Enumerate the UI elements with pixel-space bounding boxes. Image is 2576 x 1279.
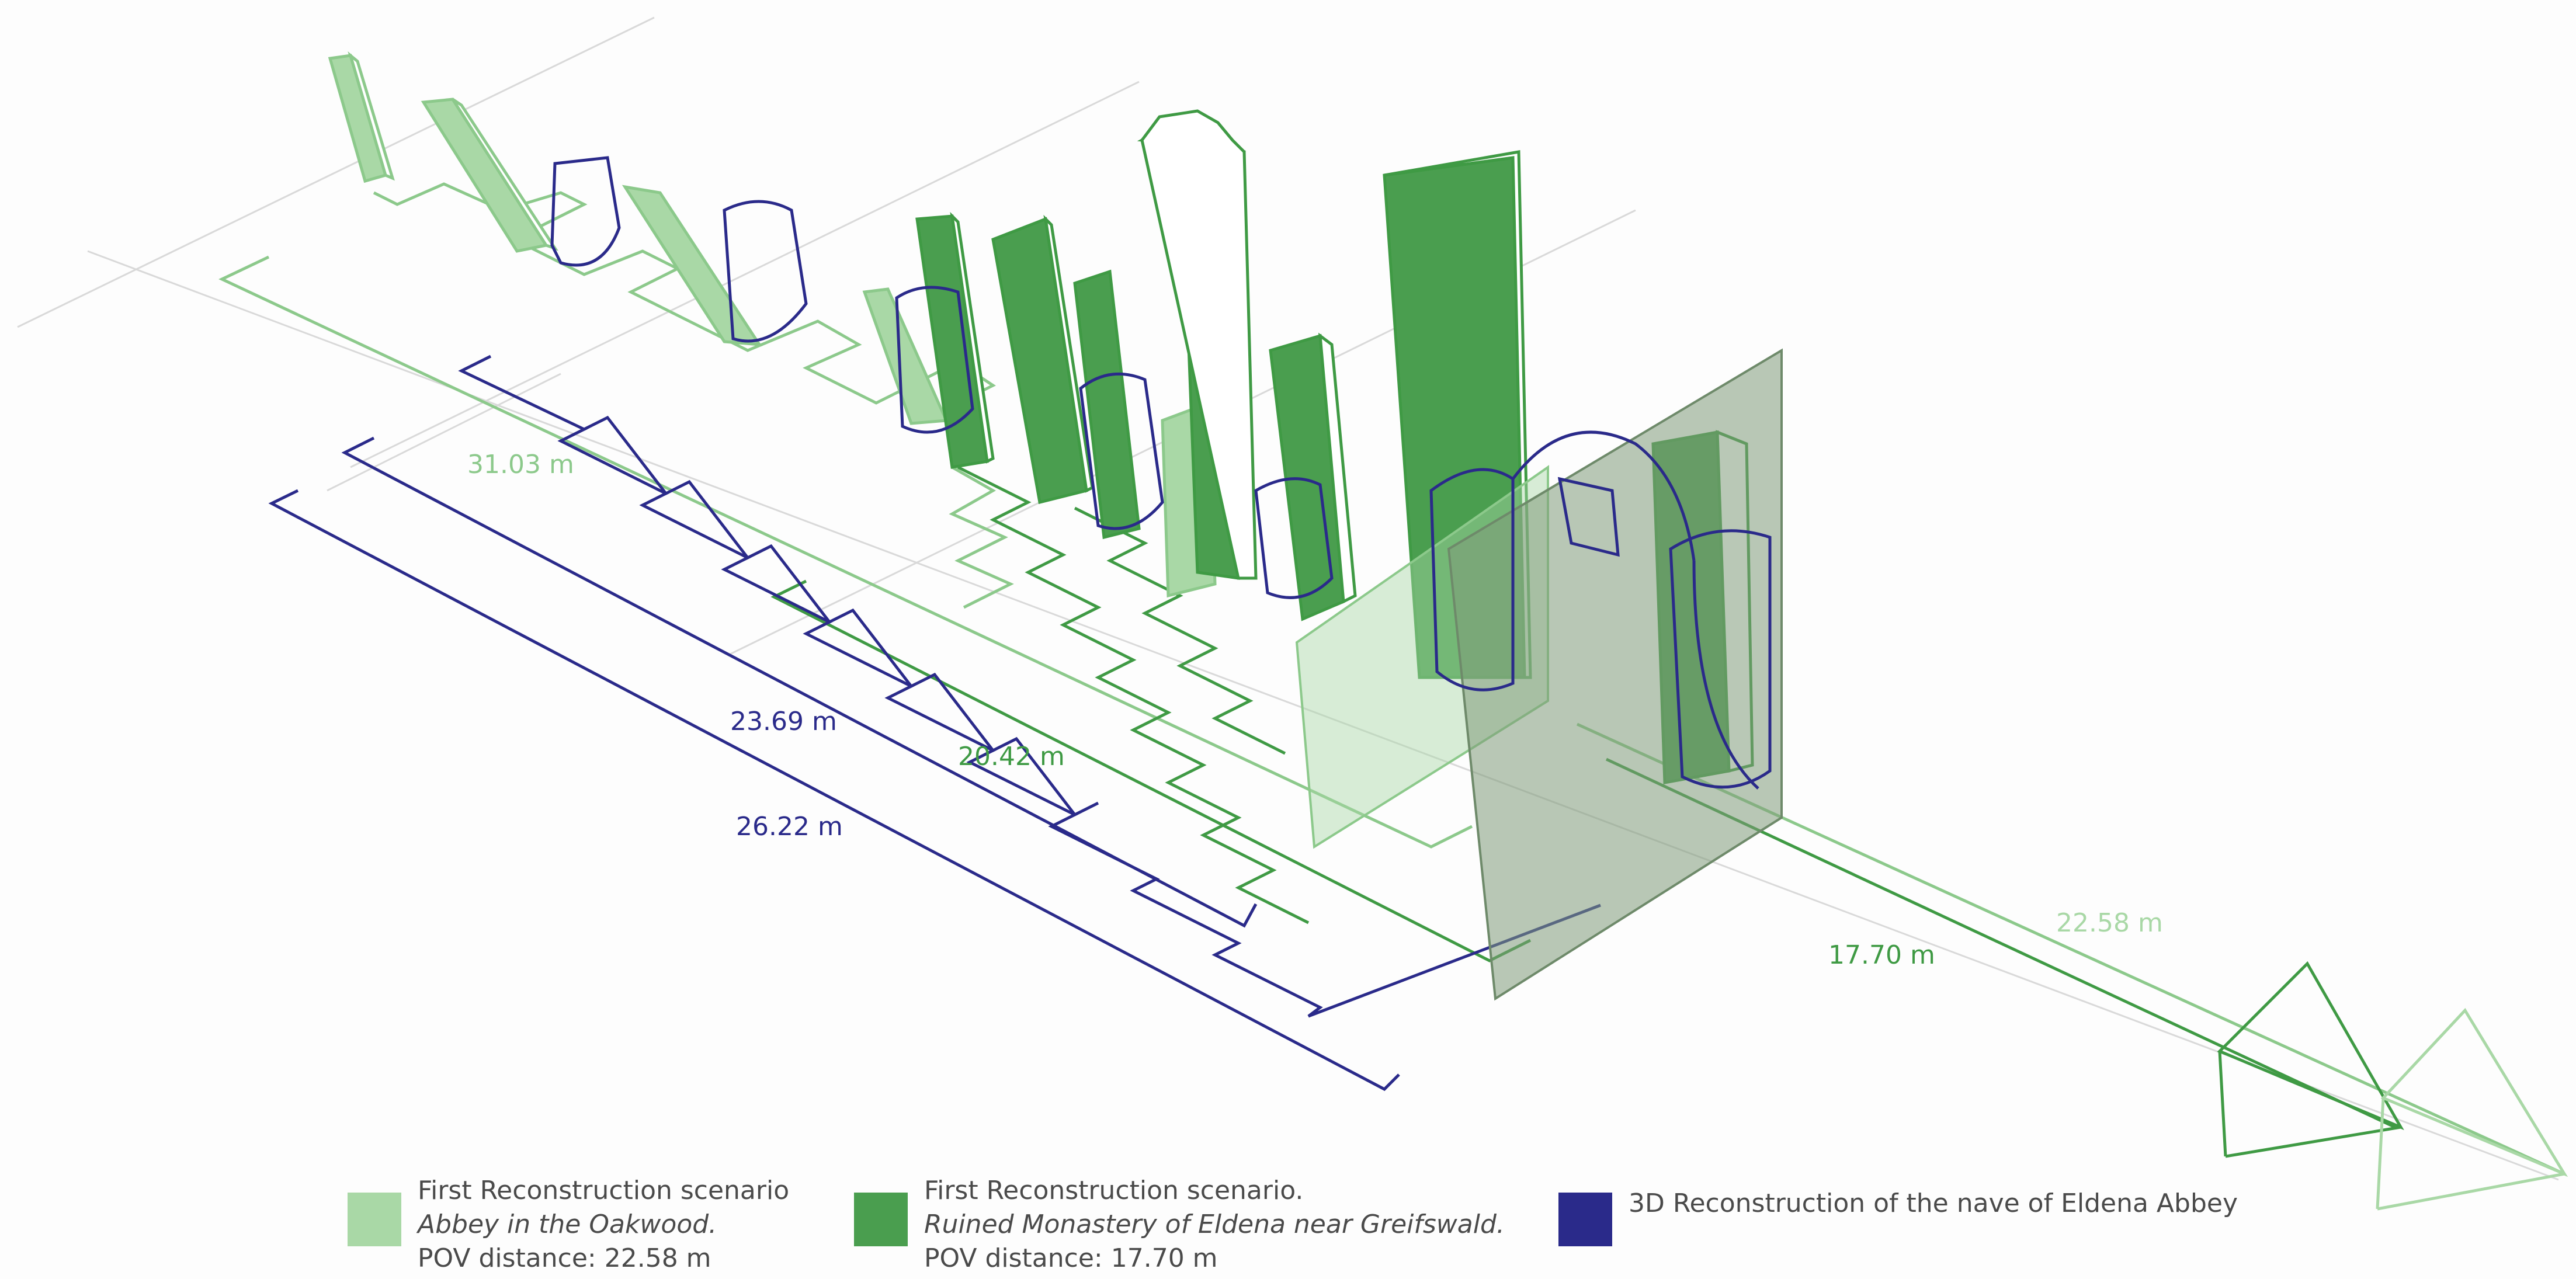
dimension-line-2622 (268, 489, 1400, 1092)
dim-label-2622: 26.22 m (736, 812, 843, 842)
legend-eldena-line3: POV distance: 17.70 m (924, 1243, 1218, 1273)
legend-eldena-line1: First Reconstruction scenario. (924, 1176, 1304, 1205)
camera-1770 (2217, 961, 2404, 1131)
navy-floor-plan (458, 354, 1601, 1018)
legend-oakwood-line1: First Reconstruction scenario (418, 1176, 790, 1205)
dim-label-31m: 31.03 m (467, 450, 574, 479)
dim-label-2258: 22.58 m (2056, 908, 2163, 938)
legend-nave-line1: 3D Reconstruction of the nave of Eldena … (1629, 1188, 2238, 1218)
dimension-line-31m (218, 255, 1473, 849)
legend-oakwood-line3: POV distance: 22.58 m (418, 1243, 711, 1273)
navy-columns (550, 156, 1772, 790)
camera-frusta (2217, 961, 2568, 1211)
dimension-line-2369 (341, 436, 1258, 928)
dim-label-2369: 23.69 m (730, 707, 837, 736)
view-planes (1295, 348, 1783, 1001)
dim-label-2042: 20.42 m (958, 742, 1065, 771)
camera-2258 (2380, 1007, 2568, 1177)
legend-oakwood-line2: Abbey in the Oakwood. (418, 1210, 717, 1239)
dim-label-1770: 17.70 m (1828, 940, 1935, 970)
legend-eldena-line2: Ruined Monastery of Eldena near Greifswa… (924, 1210, 1505, 1239)
legend-swatch-light-green (348, 1193, 401, 1246)
dark-floor-plan (957, 465, 1310, 925)
legend-swatch-navy (1558, 1193, 1612, 1246)
legend-swatch-dark-green (854, 1193, 908, 1246)
